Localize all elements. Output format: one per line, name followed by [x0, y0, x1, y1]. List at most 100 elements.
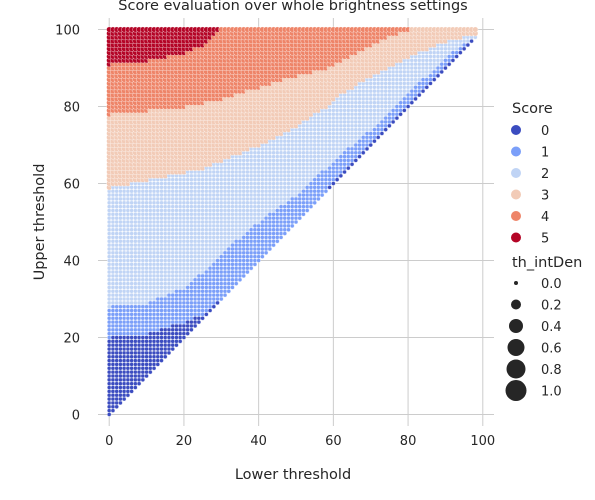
- data-point: [334, 100, 340, 105]
- data-point: [230, 254, 235, 259]
- data-point: [155, 350, 160, 356]
- data-point: [166, 292, 172, 298]
- data-point: [114, 327, 119, 332]
- data-point: [282, 177, 287, 182]
- data-point: [144, 312, 149, 317]
- data-point: [293, 185, 299, 190]
- data-point: [226, 239, 231, 244]
- data-point: [286, 158, 291, 163]
- data-point: [342, 162, 347, 167]
- data-point: [129, 296, 134, 302]
- data-point: [342, 123, 347, 128]
- data-point: [144, 342, 149, 348]
- data-point: [207, 231, 213, 236]
- data-point: [252, 258, 258, 263]
- data-point: [215, 281, 220, 286]
- data-point: [338, 138, 344, 144]
- data-point: [107, 358, 112, 363]
- data-point: [114, 189, 119, 194]
- data-point: [390, 115, 396, 121]
- data-point: [200, 296, 205, 302]
- data-point: [178, 292, 183, 298]
- data-point: [114, 254, 119, 259]
- data-point: [114, 316, 119, 321]
- data-point: [305, 173, 310, 178]
- data-point: [196, 312, 202, 317]
- data-point: [148, 281, 153, 286]
- data-point: [118, 281, 123, 286]
- data-point: [215, 277, 220, 282]
- data-point: [125, 262, 131, 267]
- data-point: [338, 104, 344, 109]
- data-point: [159, 189, 164, 194]
- data-point: [211, 285, 216, 290]
- data-point: [163, 285, 168, 290]
- data-point: [110, 308, 116, 313]
- data-point: [241, 208, 246, 213]
- data-point: [222, 235, 228, 240]
- data-point: [237, 189, 243, 194]
- data-point: [327, 173, 332, 178]
- data-point: [189, 208, 194, 213]
- data-point: [185, 304, 190, 309]
- data-point: [163, 246, 168, 252]
- data-point: [159, 250, 164, 255]
- data-point: [301, 138, 306, 144]
- data-point: [248, 254, 254, 259]
- data-point: [166, 215, 172, 221]
- data-point: [293, 189, 299, 194]
- data-point: [207, 181, 213, 186]
- data-point: [331, 135, 336, 140]
- data-point: [110, 200, 116, 205]
- data-point: [155, 319, 160, 325]
- data-point: [323, 154, 329, 159]
- data-point: [267, 158, 273, 163]
- data-point: [357, 100, 362, 105]
- data-point: [364, 138, 370, 144]
- data-point: [215, 192, 220, 198]
- data-point: [316, 192, 321, 198]
- data-point: [144, 319, 149, 325]
- data-point: [376, 119, 381, 125]
- data-point: [181, 250, 187, 255]
- data-point: [260, 169, 265, 175]
- data-point: [133, 339, 138, 344]
- data-point: [155, 327, 160, 332]
- data-point: [140, 219, 146, 225]
- data-point: [114, 339, 119, 344]
- data-point: [129, 327, 134, 332]
- data-point: [323, 169, 329, 175]
- data-point: [170, 200, 175, 205]
- data-point: [118, 258, 123, 263]
- data-point: [136, 185, 142, 190]
- data-point: [293, 215, 299, 221]
- data-point: [230, 223, 235, 229]
- data-point: [267, 146, 273, 152]
- data-point: [133, 204, 138, 209]
- data-point: [219, 262, 224, 267]
- data-point: [256, 231, 261, 236]
- data-point: [278, 200, 284, 205]
- data-point: [121, 369, 127, 375]
- data-point: [151, 289, 157, 294]
- data-point: [394, 65, 400, 71]
- data-point: [118, 246, 123, 252]
- data-point: [125, 335, 131, 340]
- data-point: [275, 239, 280, 244]
- data-point: [275, 177, 280, 182]
- data-point: [252, 250, 258, 255]
- data-point: [241, 154, 246, 159]
- data-point: [166, 289, 172, 294]
- data-point: [349, 150, 355, 155]
- data-point: [219, 281, 224, 286]
- data-point: [405, 77, 411, 82]
- data-point: [144, 281, 149, 286]
- data-point: [278, 192, 284, 198]
- data-point: [319, 115, 325, 121]
- data-point: [163, 262, 168, 267]
- data-point: [125, 292, 131, 298]
- data-point: [163, 346, 168, 352]
- data-point: [267, 150, 273, 155]
- data-point: [170, 177, 175, 182]
- data-point: [144, 316, 149, 321]
